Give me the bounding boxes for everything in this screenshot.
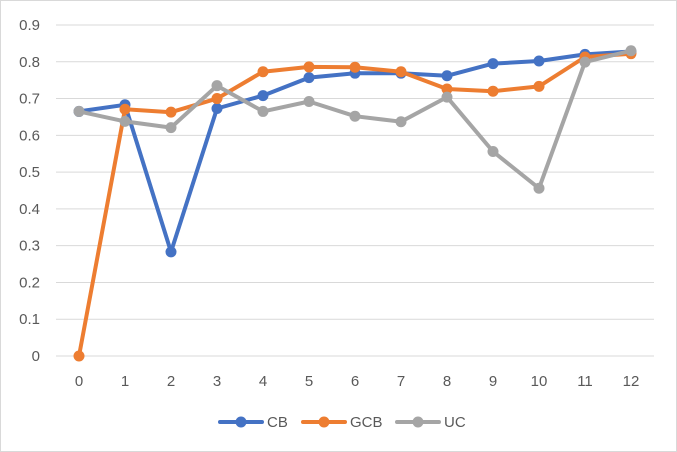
- y-axis-tick-labels: 0 0.1 0.2 0.3 0.4 0.5 0.6 0.7 0.8 0.9: [19, 17, 40, 365]
- x-tick-label: 10: [531, 373, 548, 390]
- data-point: [119, 103, 131, 115]
- data-point: [165, 122, 177, 134]
- x-tick-label: 9: [489, 373, 497, 390]
- x-tick-label: 12: [623, 373, 640, 390]
- legend-label: GCB: [350, 414, 383, 431]
- data-point: [119, 115, 131, 127]
- series-lines: [73, 45, 637, 362]
- data-point: [165, 106, 177, 118]
- data-point: [533, 80, 545, 92]
- data-point: [441, 70, 453, 82]
- legend-entry-cb: CB: [218, 414, 288, 431]
- data-point: [73, 105, 85, 117]
- y-tick-label: 0.4: [19, 201, 40, 218]
- x-tick-label: 8: [443, 373, 451, 390]
- y-tick-label: 0.1: [19, 311, 40, 328]
- x-tick-label: 5: [305, 373, 313, 390]
- data-point: [395, 116, 407, 128]
- legend-entry-gcb: GCB: [301, 414, 383, 431]
- data-point: [487, 146, 499, 158]
- legend-label: CB: [267, 414, 288, 431]
- series-gcb: [73, 48, 637, 362]
- y-tick-label: 0.3: [19, 238, 40, 255]
- x-tick-label: 4: [259, 373, 267, 390]
- legend-entry-uc: UC: [395, 414, 466, 431]
- data-point: [625, 45, 637, 57]
- data-point: [257, 105, 269, 117]
- data-point: [487, 58, 499, 70]
- data-point: [349, 110, 361, 122]
- data-point: [533, 182, 545, 194]
- data-point: [165, 246, 177, 258]
- legend-marker: [412, 416, 424, 428]
- x-tick-label: 6: [351, 373, 359, 390]
- y-tick-label: 0.5: [19, 164, 40, 181]
- y-tick-label: 0.9: [19, 17, 40, 34]
- data-point: [533, 55, 545, 67]
- data-point: [211, 80, 223, 92]
- data-point: [487, 85, 499, 97]
- data-point: [441, 83, 453, 95]
- data-point: [441, 91, 453, 103]
- y-tick-label: 0.7: [19, 91, 40, 108]
- x-tick-label: 2: [167, 373, 175, 390]
- x-tick-label: 7: [397, 373, 405, 390]
- y-tick-label: 0.8: [19, 54, 40, 71]
- legend-marker: [235, 416, 247, 428]
- data-point: [303, 72, 315, 84]
- gridlines: [56, 24, 654, 357]
- data-point: [349, 61, 361, 73]
- data-point: [211, 102, 223, 114]
- y-tick-label: 0: [32, 348, 40, 365]
- y-tick-label: 0.6: [19, 127, 40, 144]
- data-point: [303, 95, 315, 107]
- x-tick-label: 0: [75, 373, 83, 390]
- data-point: [257, 90, 269, 102]
- data-point: [579, 56, 591, 68]
- x-tick-label: 11: [577, 373, 593, 390]
- x-axis-tick-labels: 0 1 2 3 4 5 6 7 8 9 10 11 12: [75, 373, 640, 390]
- legend-label: UC: [444, 414, 466, 431]
- y-tick-label: 0.2: [19, 274, 40, 291]
- x-tick-label: 3: [213, 373, 221, 390]
- legend: CB GCB UC: [218, 414, 466, 431]
- series-uc: [73, 45, 637, 194]
- data-point: [395, 66, 407, 78]
- data-point: [303, 61, 315, 73]
- data-point: [211, 93, 223, 105]
- legend-marker: [318, 416, 330, 428]
- data-point: [73, 350, 85, 362]
- data-point: [257, 66, 269, 78]
- x-tick-label: 1: [121, 373, 129, 390]
